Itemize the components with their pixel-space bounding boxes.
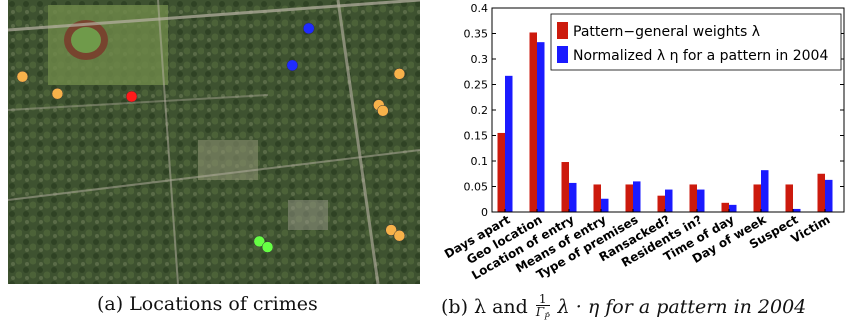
caption-b-den-sub: P̂ — [544, 312, 550, 322]
bar-lambda-eta — [825, 179, 833, 212]
caption-a: (a) Locations of crimes — [97, 293, 318, 315]
bar-lambda-eta — [761, 170, 769, 212]
satellite-map — [8, 0, 420, 284]
crime-point-blue — [286, 59, 299, 72]
y-tick-label: 0.05 — [464, 181, 489, 194]
bar-lambda-eta — [601, 198, 609, 212]
crime-point-blue — [303, 22, 315, 35]
y-tick-label: 0.3 — [471, 53, 489, 66]
bar-lambda-eta — [633, 181, 641, 212]
caption-b-den-symbol: Γ — [535, 305, 545, 319]
bar-lambda — [721, 202, 729, 212]
crime-point-green — [261, 241, 274, 253]
y-tick-label: 0.2 — [471, 104, 489, 117]
caption-b-suffix: λ · η for a pattern in 2004 — [557, 296, 807, 319]
bar-lambda — [657, 195, 665, 212]
crime-point-green — [253, 235, 266, 248]
bar-lambda-eta — [537, 42, 545, 212]
caption-b-numerator: 1 — [535, 293, 550, 306]
bar-lambda-eta — [729, 204, 737, 212]
bar-lambda-eta — [793, 208, 801, 212]
bar-lambda — [561, 162, 569, 212]
y-tick-label: 0.15 — [464, 130, 489, 143]
crime-point-orange — [385, 224, 397, 236]
caption-b-fraction: 1 ΓP̂ — [535, 293, 550, 323]
legend-box — [550, 13, 842, 71]
y-tick-label: 0.1 — [471, 155, 489, 168]
bar-lambda — [625, 184, 633, 212]
caption-b-denominator: ΓP̂ — [536, 306, 550, 323]
bar-lambda-eta — [697, 189, 705, 212]
y-tick-label: 0.25 — [464, 79, 489, 92]
bar-lambda — [529, 32, 537, 213]
caption-b: (b) λ and 1 ΓP̂ λ · η for a pattern in 2… — [441, 293, 806, 323]
crime-point-orange — [16, 70, 29, 83]
crime-point-orange — [377, 105, 389, 117]
bar-lambda-eta — [505, 75, 513, 212]
caption-b-prefix: (b) λ and — [441, 296, 528, 319]
y-tick-label: 0.35 — [464, 28, 489, 41]
bar-lambda-eta — [569, 182, 577, 212]
chart-canvas: 00.050.10.150.20.250.30.350.4 Days apart… — [442, 2, 845, 282]
bar-lambda-eta — [665, 189, 673, 212]
bar-lambda — [497, 132, 505, 212]
crime-point-orange — [393, 229, 406, 242]
bar-lambda — [689, 184, 697, 212]
legend-swatch — [557, 22, 568, 39]
weights-bar-chart: 0 0.05 0.1 0.15 0.2 0.25 0.3 0.35 0.4 Days apart… — [436, 0, 856, 300]
crime-point-red — [125, 90, 138, 103]
crime-point-orange — [51, 87, 64, 100]
y-tick-label: 0 — [481, 206, 488, 219]
legend-swatch — [557, 46, 568, 63]
bar-lambda — [785, 184, 793, 212]
crime-point-orange — [393, 68, 406, 80]
bar-lambda — [817, 173, 825, 212]
crime-locations-map — [8, 0, 420, 284]
legend-label: Normalized λ η for a pattern in 2004 — [573, 48, 828, 64]
y-tick-label: 0.4 — [471, 2, 489, 15]
bar-lambda — [753, 184, 761, 212]
legend-label: Pattern−general weights λ — [573, 24, 760, 40]
bar-lambda — [593, 184, 601, 212]
